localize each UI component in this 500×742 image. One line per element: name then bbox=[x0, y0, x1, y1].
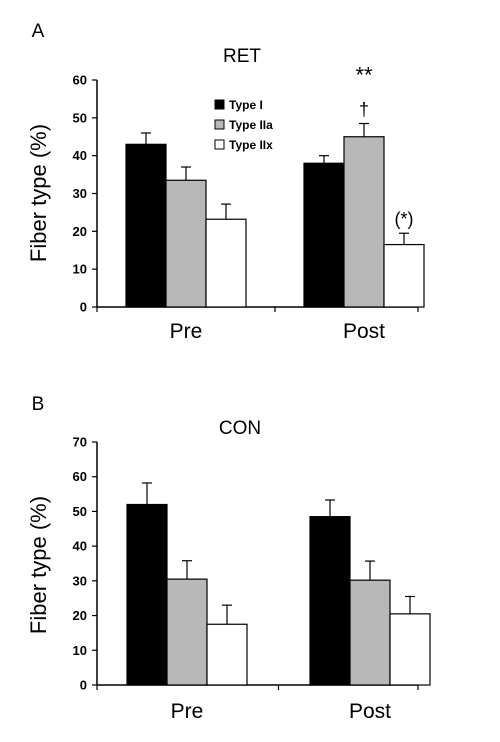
y-tick-label: 40 bbox=[73, 539, 87, 554]
y-tick-label: 0 bbox=[80, 300, 87, 315]
legend-swatch bbox=[214, 119, 225, 130]
y-tick-label: 60 bbox=[73, 73, 87, 88]
y-tick-label: 30 bbox=[73, 186, 87, 201]
bar bbox=[166, 578, 208, 686]
y-tick-label: 30 bbox=[73, 573, 87, 588]
legend-label: Type IIa bbox=[229, 118, 273, 132]
y-tick-label: 50 bbox=[73, 110, 87, 125]
y-axis-label: Fiber type (%) bbox=[26, 124, 51, 262]
y-tick-label: 60 bbox=[73, 469, 87, 484]
y-tick-label: 20 bbox=[73, 224, 87, 239]
y-tick-label: 10 bbox=[73, 643, 87, 658]
bar bbox=[126, 503, 168, 686]
chart-title: RET bbox=[223, 46, 261, 67]
legend-label: Type IIx bbox=[229, 138, 273, 152]
chart-title: CON bbox=[219, 418, 261, 439]
bar bbox=[206, 623, 248, 686]
bar bbox=[165, 179, 207, 308]
significance-marker: (*) bbox=[395, 209, 414, 229]
bar bbox=[383, 243, 425, 308]
bar bbox=[309, 516, 351, 686]
significance-marker: † bbox=[359, 100, 369, 120]
category-label: Post bbox=[349, 700, 391, 723]
category-label: Post bbox=[343, 320, 385, 343]
legend-label: Type I bbox=[229, 98, 263, 112]
bar bbox=[389, 613, 431, 686]
panel-letter: A bbox=[32, 21, 45, 42]
bar bbox=[349, 579, 391, 686]
panel-letter: B bbox=[32, 394, 45, 415]
category-label: Pre bbox=[170, 320, 203, 343]
y-tick-label: 20 bbox=[73, 608, 87, 623]
bar bbox=[125, 143, 167, 308]
legend-swatch bbox=[214, 139, 225, 150]
panel-b: B CON Fiber type (%) 0 10 20 30 40 50 60 70 Pre Post bbox=[26, 394, 431, 723]
y-tick-label: 0 bbox=[80, 678, 87, 693]
significance-marker: ** bbox=[355, 63, 373, 88]
bar bbox=[303, 162, 345, 308]
y-tick-label: 10 bbox=[73, 262, 87, 277]
y-tick-label: 50 bbox=[73, 504, 87, 519]
y-tick-label: 70 bbox=[73, 435, 87, 450]
y-tick-label: 40 bbox=[73, 148, 87, 163]
legend-swatch bbox=[214, 99, 225, 110]
panel-a: A RET Fiber type (%) 0 10 20 30 40 50 60 Pre Post **… bbox=[26, 21, 425, 343]
y-axis-label: Fiber type (%) bbox=[26, 496, 51, 634]
category-label: Pre bbox=[171, 700, 204, 723]
bar bbox=[205, 218, 247, 308]
bar bbox=[343, 136, 385, 308]
